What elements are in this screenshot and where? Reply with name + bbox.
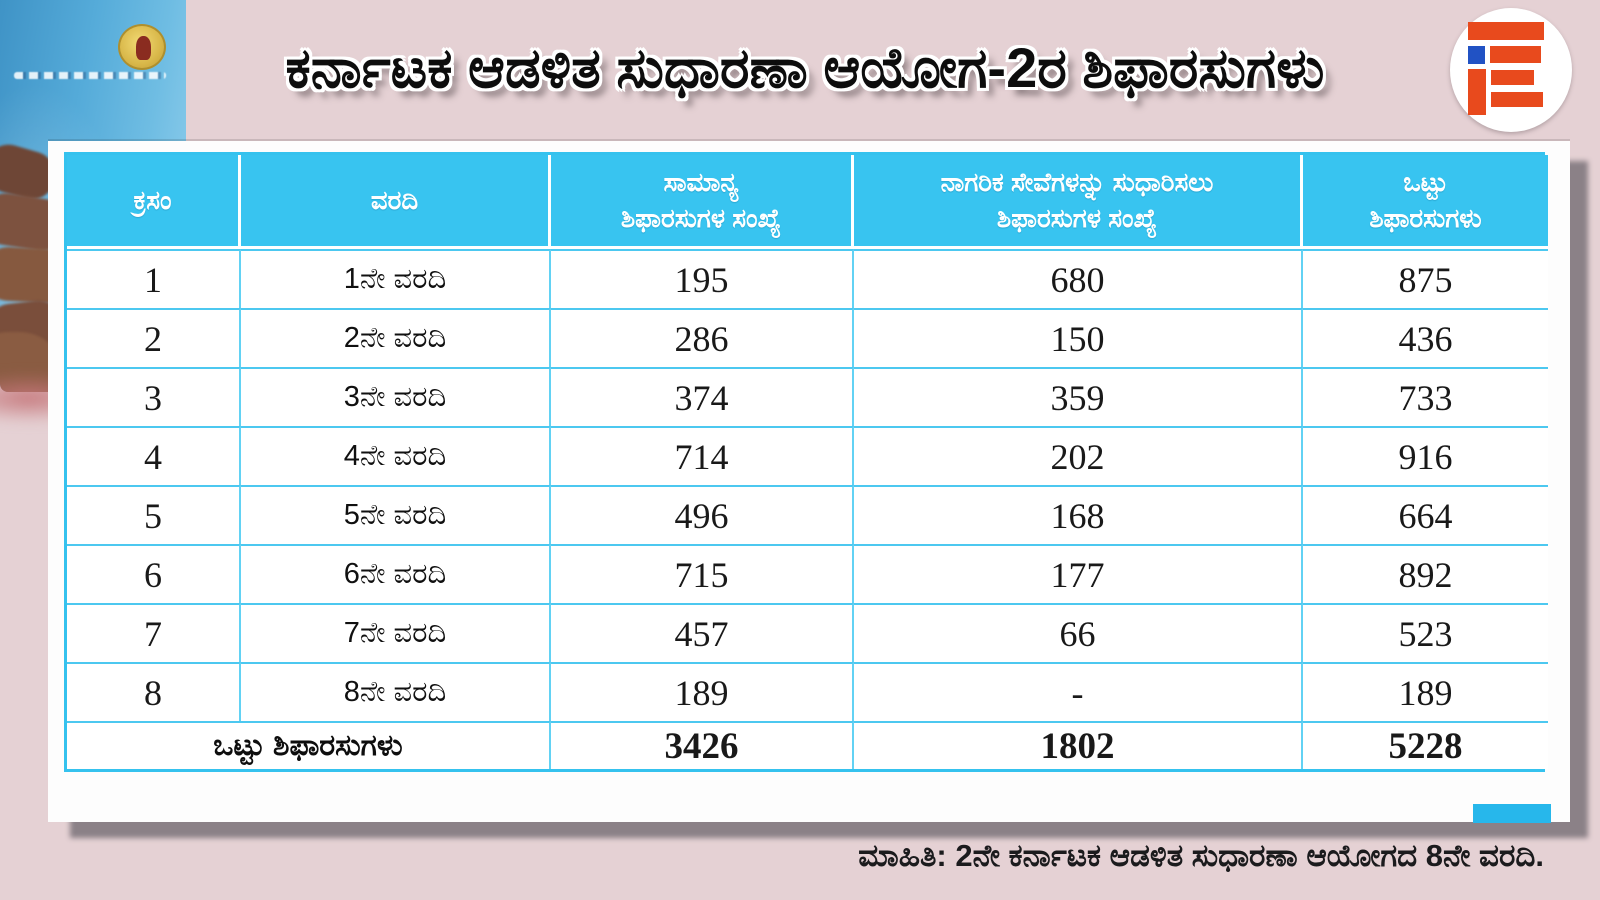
column-header-general: ಸಾಮಾನ್ಯ ಶಿಫಾರಸುಗಳ ಸಂಖ್ಯೆ <box>551 155 854 249</box>
cell-general: 715 <box>551 544 854 603</box>
logo-blue-square <box>1468 46 1485 64</box>
logo-bar-third <box>1491 70 1534 85</box>
cell-general: 195 <box>551 249 854 308</box>
book-title-text-blur <box>14 72 166 79</box>
cell-report: 8ನೇ ವರದಿ <box>241 662 551 721</box>
table-card: ಕ್ರಸಂ ವರದಿ ಸಾಮಾನ್ಯ ಶಿಫಾರಸುಗಳ ಸಂಖ್ಯೆ ನಾಗರ… <box>48 141 1570 822</box>
cell-general: 714 <box>551 426 854 485</box>
cell-total: 664 <box>1303 485 1548 544</box>
cell-total-general: 3426 <box>551 721 854 769</box>
cell-total: 436 <box>1303 308 1548 367</box>
table-row: 2 2ನೇ ವರದಿ 286 150 436 <box>67 308 1548 367</box>
cell-serial: 4 <box>67 426 241 485</box>
table-row: 7 7ನೇ ವರದಿ 457 66 523 <box>67 603 1548 662</box>
cell-serial: 3 <box>67 367 241 426</box>
cell-serial: 6 <box>67 544 241 603</box>
accent-rectangle <box>1473 804 1551 823</box>
cell-citizen: 202 <box>854 426 1303 485</box>
column-header-report: ವರದಿ <box>241 155 551 249</box>
cell-total-citizen: 1802 <box>854 721 1303 769</box>
cell-serial: 7 <box>67 603 241 662</box>
cell-citizen: 66 <box>854 603 1303 662</box>
source-caption: ಮಾಹಿತಿ: 2ನೇ ಕರ್ನಾಟಕ ಆಡಳಿತ ಸುಧಾರಣಾ ಆಯೋಗದ … <box>858 838 1544 873</box>
table-body: 1 1ನೇ ವರದಿ 195 680 875 2 2ನೇ ವರದಿ 286 15… <box>67 249 1548 721</box>
cell-report: 5ನೇ ವರದಿ <box>241 485 551 544</box>
news-brand-logo <box>1450 8 1572 132</box>
logo-bar-bottom <box>1491 92 1543 107</box>
cell-serial: 8 <box>67 662 241 721</box>
table-header: ಕ್ರಸಂ ವರದಿ ಸಾಮಾನ್ಯ ಶಿಫಾರಸುಗಳ ಸಂಖ್ಯೆ ನಾಗರ… <box>67 155 1548 249</box>
cell-serial: 1 <box>67 249 241 308</box>
table-row: 5 5ನೇ ವರದಿ 496 168 664 <box>67 485 1548 544</box>
cell-general: 189 <box>551 662 854 721</box>
cell-total: 189 <box>1303 662 1548 721</box>
cell-citizen: - <box>854 662 1303 721</box>
cell-serial: 2 <box>67 308 241 367</box>
cell-citizen: 150 <box>854 308 1303 367</box>
table-row: 8 8ನೇ ವರದಿ 189 - 189 <box>67 662 1548 721</box>
table-total-row: ಒಟ್ಟು ಶಿಫಾರಸುಗಳು 3426 1802 5228 <box>67 721 1548 769</box>
table-row: 1 1ನೇ ವರದಿ 195 680 875 <box>67 249 1548 308</box>
cell-total: 875 <box>1303 249 1548 308</box>
column-header-citizen-services: ನಾಗರಿಕ ಸೇವೆಗಳನ್ನು ಸುಧಾರಿಸಲು ಶಿಫಾರಸುಗಳ ಸಂ… <box>854 155 1303 249</box>
cell-total-label: ಒಟ್ಟು ಶಿಫಾರಸುಗಳು <box>67 721 551 769</box>
logo-bar-middle <box>1490 46 1541 63</box>
page-title: ಕರ್ನಾಟಕ ಆಡಳಿತ ಸುಧಾರಣಾ ಆಯೋಗ-2ರ ಶಿಫಾರಸುಗಳು <box>285 35 1325 99</box>
cell-report: 2ನೇ ವರದಿ <box>241 308 551 367</box>
emblem-figure <box>136 36 151 60</box>
recommendations-table-wrapper: ಕ್ರಸಂ ವರದಿ ಸಾಮಾನ್ಯ ಶಿಫಾರಸುಗಳ ಸಂಖ್ಯೆ ನಾಗರ… <box>64 152 1548 772</box>
cell-general: 457 <box>551 603 854 662</box>
cell-report: 4ನೇ ವರದಿ <box>241 426 551 485</box>
cell-citizen: 177 <box>854 544 1303 603</box>
column-header-total: ಒಟ್ಟು ಶಿಫಾರಸುಗಳು <box>1303 155 1548 249</box>
cell-report: 1ನೇ ವರದಿ <box>241 249 551 308</box>
table-row: 6 6ನೇ ವರದಿ 715 177 892 <box>67 544 1548 603</box>
cell-citizen: 359 <box>854 367 1303 426</box>
column-header-serial: ಕ್ರಸಂ <box>67 155 241 249</box>
cell-total-overall: 5228 <box>1303 721 1548 769</box>
cell-total: 916 <box>1303 426 1548 485</box>
cell-general: 286 <box>551 308 854 367</box>
cell-total: 733 <box>1303 367 1548 426</box>
cell-report: 6ನೇ ವರದಿ <box>241 544 551 603</box>
cell-general: 374 <box>551 367 854 426</box>
cell-total: 523 <box>1303 603 1548 662</box>
cell-citizen: 680 <box>854 249 1303 308</box>
cell-general: 496 <box>551 485 854 544</box>
cell-citizen: 168 <box>854 485 1303 544</box>
logo-bar-vertical <box>1468 69 1486 115</box>
logo-bar-top <box>1468 22 1544 40</box>
cell-serial: 5 <box>67 485 241 544</box>
cell-total: 892 <box>1303 544 1548 603</box>
table-row: 3 3ನೇ ವರದಿ 374 359 733 <box>67 367 1548 426</box>
table-row: 4 4ನೇ ವರದಿ 714 202 916 <box>67 426 1548 485</box>
recommendations-table: ಕ್ರಸಂ ವರದಿ ಸಾಮಾನ್ಯ ಶಿಫಾರಸುಗಳ ಸಂಖ್ಯೆ ನಾಗರ… <box>67 155 1548 769</box>
government-emblem-icon <box>118 24 166 70</box>
cell-report: 3ನೇ ವರದಿ <box>241 367 551 426</box>
cell-report: 7ನೇ ವರದಿ <box>241 603 551 662</box>
